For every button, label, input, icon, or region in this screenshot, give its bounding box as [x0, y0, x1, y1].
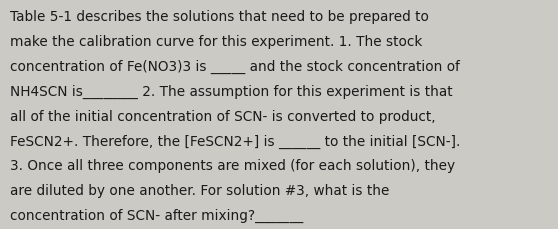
Text: Table 5-1 describes the solutions that need to be prepared to: Table 5-1 describes the solutions that n…: [10, 10, 429, 24]
Text: concentration of SCN- after mixing?_______: concentration of SCN- after mixing?_____…: [10, 208, 304, 222]
Text: NH4SCN is________ 2. The assumption for this experiment is that: NH4SCN is________ 2. The assumption for …: [10, 85, 453, 98]
Text: are diluted by one another. For solution #3, what is the: are diluted by one another. For solution…: [10, 183, 389, 197]
Text: make the calibration curve for this experiment. 1. The stock: make the calibration curve for this expe…: [10, 35, 422, 49]
Text: FeSCN2+. Therefore, the [FeSCN2+] is ______ to the initial [SCN-].: FeSCN2+. Therefore, the [FeSCN2+] is ___…: [10, 134, 460, 148]
Text: 3. Once all three components are mixed (for each solution), they: 3. Once all three components are mixed (…: [10, 159, 455, 173]
Text: all of the initial concentration of SCN- is converted to product,: all of the initial concentration of SCN-…: [10, 109, 436, 123]
Text: concentration of Fe(NO3)3 is _____ and the stock concentration of: concentration of Fe(NO3)3 is _____ and t…: [10, 60, 460, 74]
